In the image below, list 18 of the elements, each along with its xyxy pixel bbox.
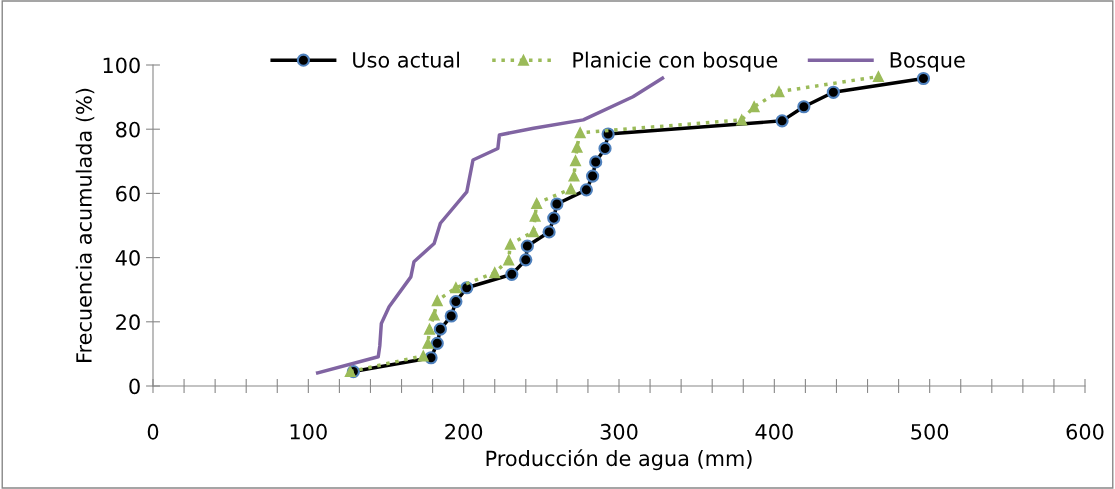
y-tick-label: 60 (116, 185, 140, 202)
x-tick-label: 600 (1066, 423, 1104, 440)
y-axis-title: Frecuencia acumulada (%) (75, 88, 95, 362)
y-tick-label: 100 (103, 57, 140, 74)
y-tick-label: 80 (116, 121, 140, 138)
legend-label: Uso actual (353, 51, 460, 68)
y-tick-label: 40 (115, 250, 140, 266)
x-tick-label: 0 (147, 423, 159, 440)
legend-label: Planicie con bosque (573, 51, 778, 72)
x-tick-label: 100 (290, 423, 327, 440)
y-tick-label: 20 (116, 314, 140, 331)
legend-label: Bosque (890, 52, 965, 72)
x-tick-label: 500 (911, 423, 949, 440)
x-tick-label: 400 (755, 423, 793, 440)
x-tick-label: 200 (445, 423, 483, 440)
x-axis-title: Producción de agua (mm) (486, 449, 752, 471)
x-tick-label: 300 (600, 423, 638, 440)
y-tick-label: 0 (129, 378, 140, 395)
